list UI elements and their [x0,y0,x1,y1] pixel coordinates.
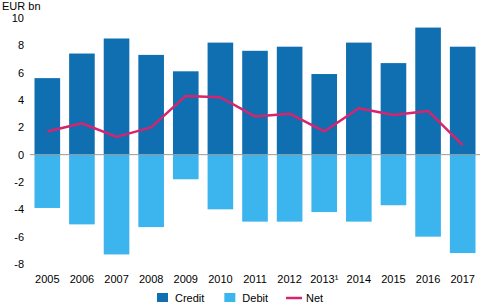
x-tick-label: 2015 [381,273,405,285]
x-tick-label: 2006 [70,273,94,285]
x-tick-label: 2012 [277,273,301,285]
x-tick-label: 2014 [347,273,371,285]
legend-swatch [224,293,235,302]
legend-label: Net [306,292,323,304]
y-tick [27,18,29,19]
y-tick-label: 8 [18,39,24,51]
bar [173,71,199,154]
x-tick-label: 2016 [416,273,440,285]
legend-swatch [286,297,302,300]
chart-svg: EUR bn -8 -6 -4 -2 0 2 4 6 8 10 2005 2006 2007 2008 200… [0,0,491,306]
x-tick-label: 2017 [450,273,474,285]
y-tick-label: 4 [18,94,24,106]
bar [69,54,95,155]
y-tick [27,182,29,183]
legend: Credit Debit Net [157,292,323,304]
bar [415,28,441,155]
bar [450,155,476,253]
bar [311,155,337,212]
bar [242,51,268,155]
y-tick [27,154,29,155]
bar [69,155,95,225]
y-tick-label: 6 [18,67,24,79]
x-tick-label: 2011 [243,273,267,285]
y-tick [27,45,29,46]
bar [415,155,441,237]
bar [277,155,303,222]
chart-container: EUR bn -8 -6 -4 -2 0 2 4 6 8 10 2005 2006 2007 2008 200… [0,0,491,306]
y-tick-label: 0 [18,149,24,161]
y-tick-label: -2 [14,176,24,188]
y-tick-label: -4 [14,203,24,215]
y-tick-label: 2 [18,121,24,133]
y-tick-label: -6 [14,231,24,243]
bar [311,74,337,155]
net-line [47,96,462,145]
bar [450,47,476,155]
bar [173,155,199,180]
x-tick-label: 2013¹ [310,273,338,285]
bar [35,78,61,155]
bar [277,47,303,155]
y-tick-label: -8 [14,258,24,270]
y-tick-label: 10 [12,12,24,24]
x-tick-label: 2005 [35,273,59,285]
y-axis-label: EUR bn [2,0,41,12]
x-tick-label: 2010 [208,273,232,285]
legend-swatch [157,293,168,302]
zero-line [30,154,480,155]
y-tick [27,264,29,265]
bar [381,63,407,155]
bar [242,155,268,222]
y-tick [27,72,29,73]
bar [104,155,130,255]
bar [346,155,372,222]
y-tick [27,209,29,210]
bar [346,43,372,155]
legend-label: Credit [175,292,204,304]
bar [208,155,234,210]
y-tick [27,127,29,128]
bar [138,55,164,155]
y-tick [27,100,29,101]
legend-label: Debit [242,292,268,304]
x-tick-label: 2008 [139,273,163,285]
bar [138,155,164,227]
plot-area [35,28,476,255]
x-tick-label: 2007 [104,273,128,285]
y-tick [27,236,29,237]
bar [381,155,407,206]
bar [35,155,61,208]
x-tick-label: 2009 [174,273,198,285]
